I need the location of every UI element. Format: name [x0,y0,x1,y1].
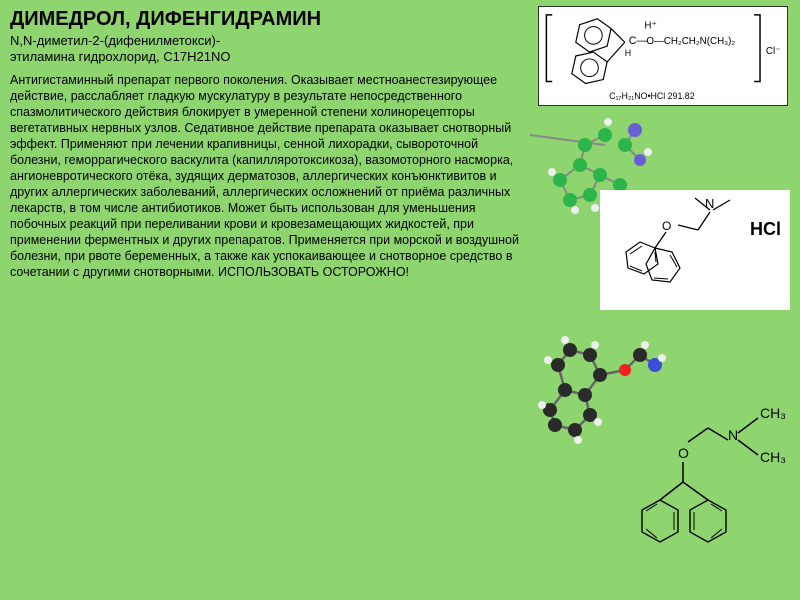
svg-text:C—: C— [629,35,648,47]
svg-text:N: N [705,196,714,211]
svg-text:HCl: HCl [750,219,781,239]
drug-title: ДИМЕДРОЛ, ДИФЕНГИДРАМИН [10,8,530,31]
svg-text:Cl⁻: Cl⁻ [766,46,780,57]
svg-text:O: O [662,219,671,233]
svg-text:O: O [678,445,689,461]
svg-text:H⁺: H⁺ [644,21,656,32]
svg-text:C₁₇H₂₁NO•HCl 291.82: C₁₇H₂₁NO•HCl 291.82 [609,91,695,101]
skeletal-formula-hcl: N O HCl [600,190,790,310]
skeletal-formula-bottom: CH₃ CH₃ N O [630,400,795,590]
chemistry-panel: C— H H⁺ O—CH₂CH₂N(CH₃)₂ Cl⁻ C₁₇H₂₁NO•HCl… [530,0,800,600]
svg-text:CH₃: CH₃ [760,449,786,465]
svg-text:H: H [625,48,631,58]
skeletal-formula-bracket: C— H H⁺ O—CH₂CH₂N(CH₃)₂ Cl⁻ C₁₇H₂₁NO•HCl… [538,6,788,106]
description-text: Антигистаминный препарат первого поколен… [10,72,530,280]
svg-text:N: N [728,427,738,443]
svg-text:O—CH₂CH₂N(CH₃)₂: O—CH₂CH₂N(CH₃)₂ [646,36,735,47]
chemical-name: N,N-диметил-2-(дифенилметокси)-этиламина… [10,33,530,64]
svg-text:CH₃: CH₃ [760,405,786,421]
